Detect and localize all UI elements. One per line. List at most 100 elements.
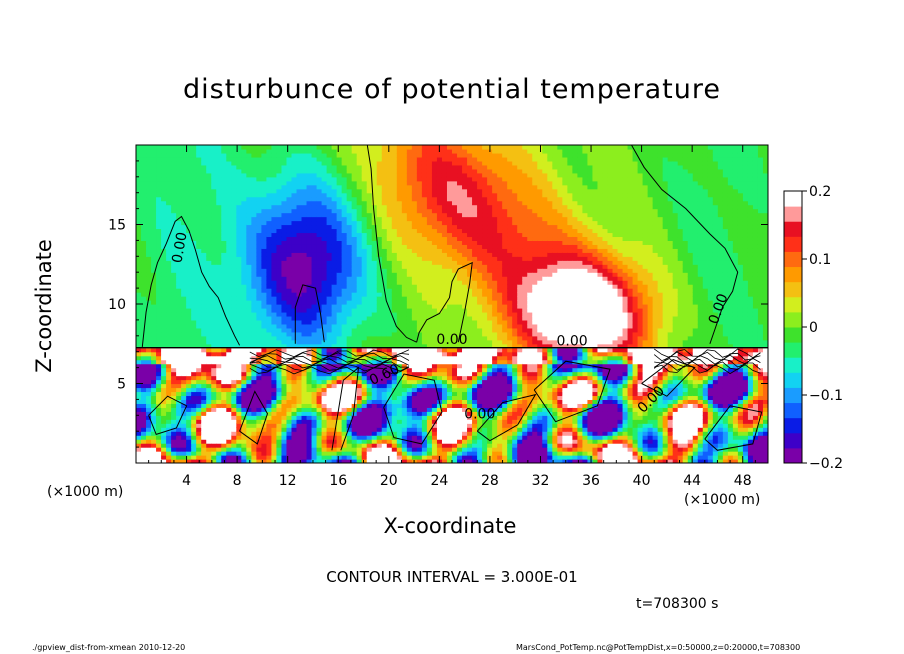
field-cell: [201, 379, 207, 385]
field-cell: [341, 176, 348, 182]
field-cell: [316, 300, 323, 305]
field-cell: [421, 156, 428, 162]
field-cell: [371, 375, 378, 381]
field-cell: [241, 256, 247, 261]
field-cell: [416, 459, 423, 463]
field-cell: [411, 176, 418, 182]
field-cell: [291, 419, 298, 424]
field-cell: [151, 415, 157, 420]
field-cell: [161, 252, 167, 257]
field-cell: [311, 335, 318, 341]
field-cell: [306, 459, 313, 463]
field-cell: [176, 244, 182, 249]
field-cell: [256, 276, 262, 281]
field-cell: [246, 244, 252, 249]
field-cell: [241, 395, 247, 400]
field-cell: [251, 248, 257, 253]
field-cell: [331, 280, 338, 285]
field-cell: [316, 192, 323, 198]
field-cell: [281, 383, 288, 389]
field-cell: [266, 335, 273, 341]
field-cell: [176, 276, 182, 281]
field-cell: [176, 423, 182, 428]
field-cell: [276, 172, 283, 178]
field-cell: [421, 311, 428, 317]
field-cell: [246, 284, 252, 289]
field-cell: [381, 276, 388, 281]
field-cell: [201, 403, 207, 408]
field-cell: [321, 395, 328, 400]
field-cell: [286, 220, 293, 226]
field-cell: [286, 196, 293, 202]
field-cell: [361, 256, 368, 261]
field-cell: [331, 399, 338, 404]
field-cell: [201, 387, 207, 393]
field-cell: [406, 327, 413, 333]
field-cell: [141, 415, 147, 420]
field-cell: [161, 367, 167, 373]
field-cell: [416, 240, 423, 245]
field-cell: [236, 292, 242, 297]
field-cell: [441, 435, 448, 440]
field-cell: [366, 204, 373, 210]
field-cell: [191, 387, 197, 393]
field-cell: [181, 387, 187, 393]
field-cell: [181, 419, 187, 424]
field-cell: [206, 224, 212, 230]
field-cell: [196, 371, 202, 377]
field-cell: [336, 423, 343, 428]
field-cell: [306, 196, 313, 202]
field-cell: [371, 435, 378, 440]
field-cell: [366, 327, 373, 333]
field-cell: [301, 304, 308, 309]
field-cell: [201, 431, 207, 436]
field-cell: [276, 168, 283, 174]
field-cell: [411, 443, 418, 448]
field-cell: [336, 387, 343, 393]
field-cell: [226, 276, 232, 281]
field-cell: [201, 164, 207, 170]
field-cell: [396, 419, 403, 424]
field-cell: [211, 184, 217, 190]
field-cell: [376, 145, 383, 150]
field-cell: [406, 319, 413, 325]
field-cell: [376, 355, 383, 361]
field-cell: [376, 371, 383, 377]
field-cell: [236, 284, 242, 289]
field-cell: [436, 371, 443, 377]
field-cell: [281, 459, 288, 463]
field-cell: [206, 391, 212, 397]
field-cell: [296, 220, 303, 226]
field-cell: [151, 172, 157, 178]
field-cell: [191, 395, 197, 400]
field-cell: [166, 451, 172, 456]
field-cell: [181, 188, 187, 194]
field-cell: [261, 152, 268, 158]
field-cell: [391, 407, 398, 412]
field-cell: [261, 419, 268, 424]
field-cell: [251, 160, 257, 166]
field-cell: [321, 423, 328, 428]
field-cell: [171, 264, 177, 269]
field-cell: [276, 292, 283, 297]
field-cell: [186, 391, 192, 397]
field-cell: [261, 443, 268, 448]
field-cell: [171, 415, 177, 420]
field-cell: [426, 391, 433, 397]
field-cell: [146, 180, 152, 186]
field-cell: [161, 459, 167, 463]
field-cell: [216, 311, 222, 317]
field-cell: [176, 415, 182, 420]
field-cell: [161, 439, 167, 444]
field-cell: [446, 319, 453, 325]
field-cell: [136, 419, 142, 424]
field-cell: [281, 288, 288, 293]
field-cell: [216, 220, 222, 226]
field-cell: [261, 224, 268, 230]
field-cell: [416, 244, 423, 249]
field-cell: [251, 224, 257, 230]
field-cell: [391, 288, 398, 293]
field-cell: [396, 391, 403, 397]
field-cell: [316, 411, 323, 416]
field-cell: [271, 407, 278, 412]
